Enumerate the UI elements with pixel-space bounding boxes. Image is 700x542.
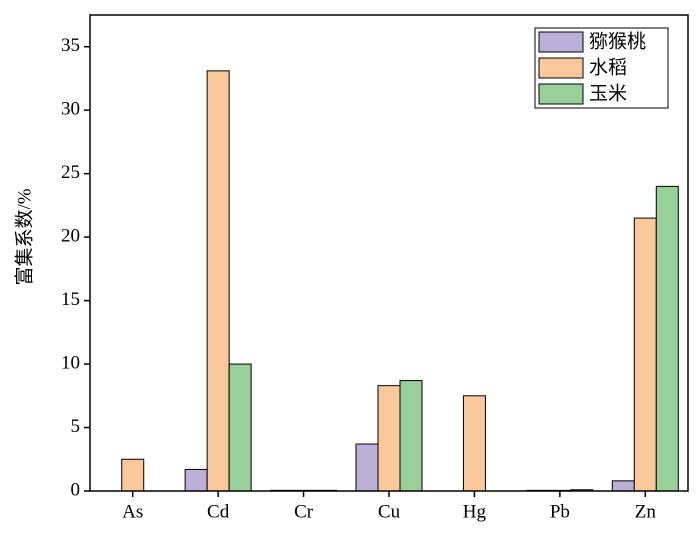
bar (633, 217, 657, 492)
y-tick-label: 0 (71, 479, 81, 500)
x-tick-label: Cd (207, 501, 230, 522)
y-tick-label: 20 (61, 225, 80, 246)
bar (462, 395, 486, 492)
bar (121, 458, 145, 492)
y-tick-label: 15 (61, 289, 80, 310)
bar (206, 70, 230, 492)
bar (184, 468, 208, 492)
y-tick-label: 5 (71, 416, 81, 437)
legend-swatch (538, 57, 584, 79)
x-tick-label: Cr (294, 501, 314, 522)
y-tick-label: 30 (61, 99, 80, 120)
bar (228, 363, 252, 492)
legend-swatch (538, 31, 584, 53)
y-tick-label: 25 (61, 162, 80, 183)
x-tick-label: Cu (378, 501, 401, 522)
y-axis-label: 富集系数/% (13, 188, 35, 285)
bar (355, 443, 379, 492)
bar (377, 385, 401, 492)
legend-swatch (538, 83, 584, 105)
plot-frame (89, 14, 689, 492)
bar (611, 480, 635, 492)
x-tick-label: Pb (550, 501, 570, 522)
legend-label: 水稻 (589, 56, 627, 78)
x-tick-label: Zn (635, 501, 657, 522)
bar (399, 380, 423, 492)
y-tick-label: 35 (61, 35, 80, 56)
x-tick-label: As (122, 501, 143, 522)
bar (655, 185, 679, 492)
legend-label: 玉米 (589, 82, 627, 104)
x-tick-label: Hg (463, 501, 487, 522)
y-tick-label: 10 (61, 352, 80, 373)
legend-label: 猕猴桃 (589, 30, 646, 52)
